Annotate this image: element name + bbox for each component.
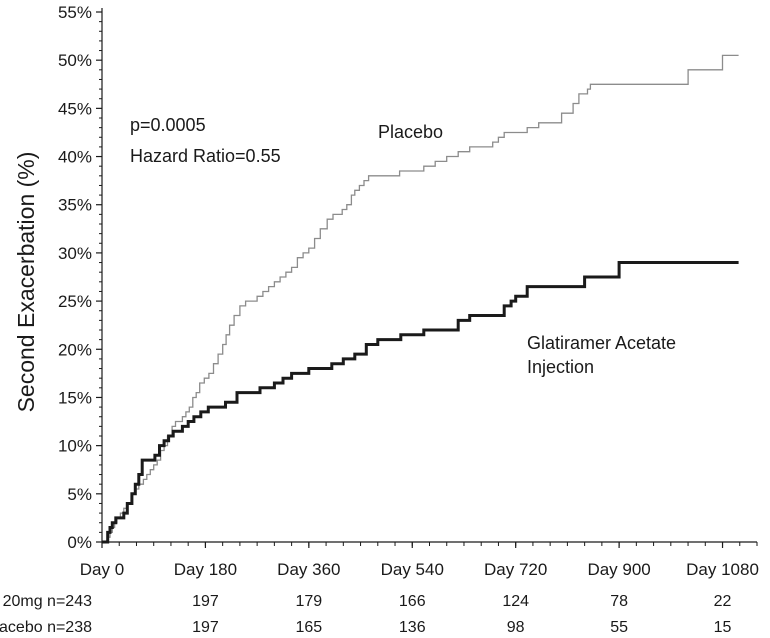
risk-count: 98 [507,619,525,636]
y-tick-label: 55% [58,3,92,22]
y-tick-label: 5% [67,485,92,504]
y-tick-label: 45% [58,99,92,118]
y-axis-title: Second Exacerbation (%) [13,152,39,413]
y-tick-label: 15% [58,388,92,407]
risk-count: 166 [399,593,426,610]
risk-count: 179 [295,593,322,610]
x-tick-label: Day 360 [277,560,340,579]
y-tick-label: 35% [58,196,92,215]
y-tick-label: 50% [58,51,92,70]
glatiramer-curve [102,261,739,544]
x-tick-label: Day 1080 [686,560,759,579]
risk-row-label: GA 20mg n=243 [0,593,92,610]
risk-count: 197 [192,593,219,610]
risk-count: 78 [610,593,628,610]
x-tick-label: Day 720 [484,560,547,579]
p-value-annotation: p=0.0005 [130,115,206,135]
x-tick-label: Day 900 [587,560,650,579]
y-tick-label: 10% [58,437,92,456]
risk-count: 15 [714,619,732,636]
risk-count: 136 [399,619,426,636]
y-tick-label: 25% [58,292,92,311]
placebo-curve [102,54,739,543]
risk-count: 22 [714,593,732,610]
risk-row-label: Placebo n=238 [0,619,92,636]
series-layer [102,54,739,544]
placebo-label: Placebo [378,122,443,142]
y-tick-label: 0% [67,533,92,552]
glatiramer-label: Injection [527,357,594,377]
x-tick-label: Day 540 [381,560,444,579]
label-layer: 0% 5% 10% 15% 20% 25% 30% 35% 40% 45% 50% 55% Day 0 D… [0,3,759,636]
glatiramer-label: Glatiramer Acetate [527,333,676,353]
x-tick-label: Day 180 [174,560,237,579]
y-tick-label: 20% [58,340,92,359]
y-tick-label: 40% [58,148,92,167]
risk-count: 124 [502,593,529,610]
risk-count: 165 [295,619,322,636]
risk-count: 55 [610,619,628,636]
x-tick-label: Day 0 [80,560,124,579]
risk-count: 197 [192,619,219,636]
y-tick-label: 30% [58,244,92,263]
axes-layer [96,8,758,548]
hazard-ratio-annotation: Hazard Ratio=0.55 [130,146,281,166]
